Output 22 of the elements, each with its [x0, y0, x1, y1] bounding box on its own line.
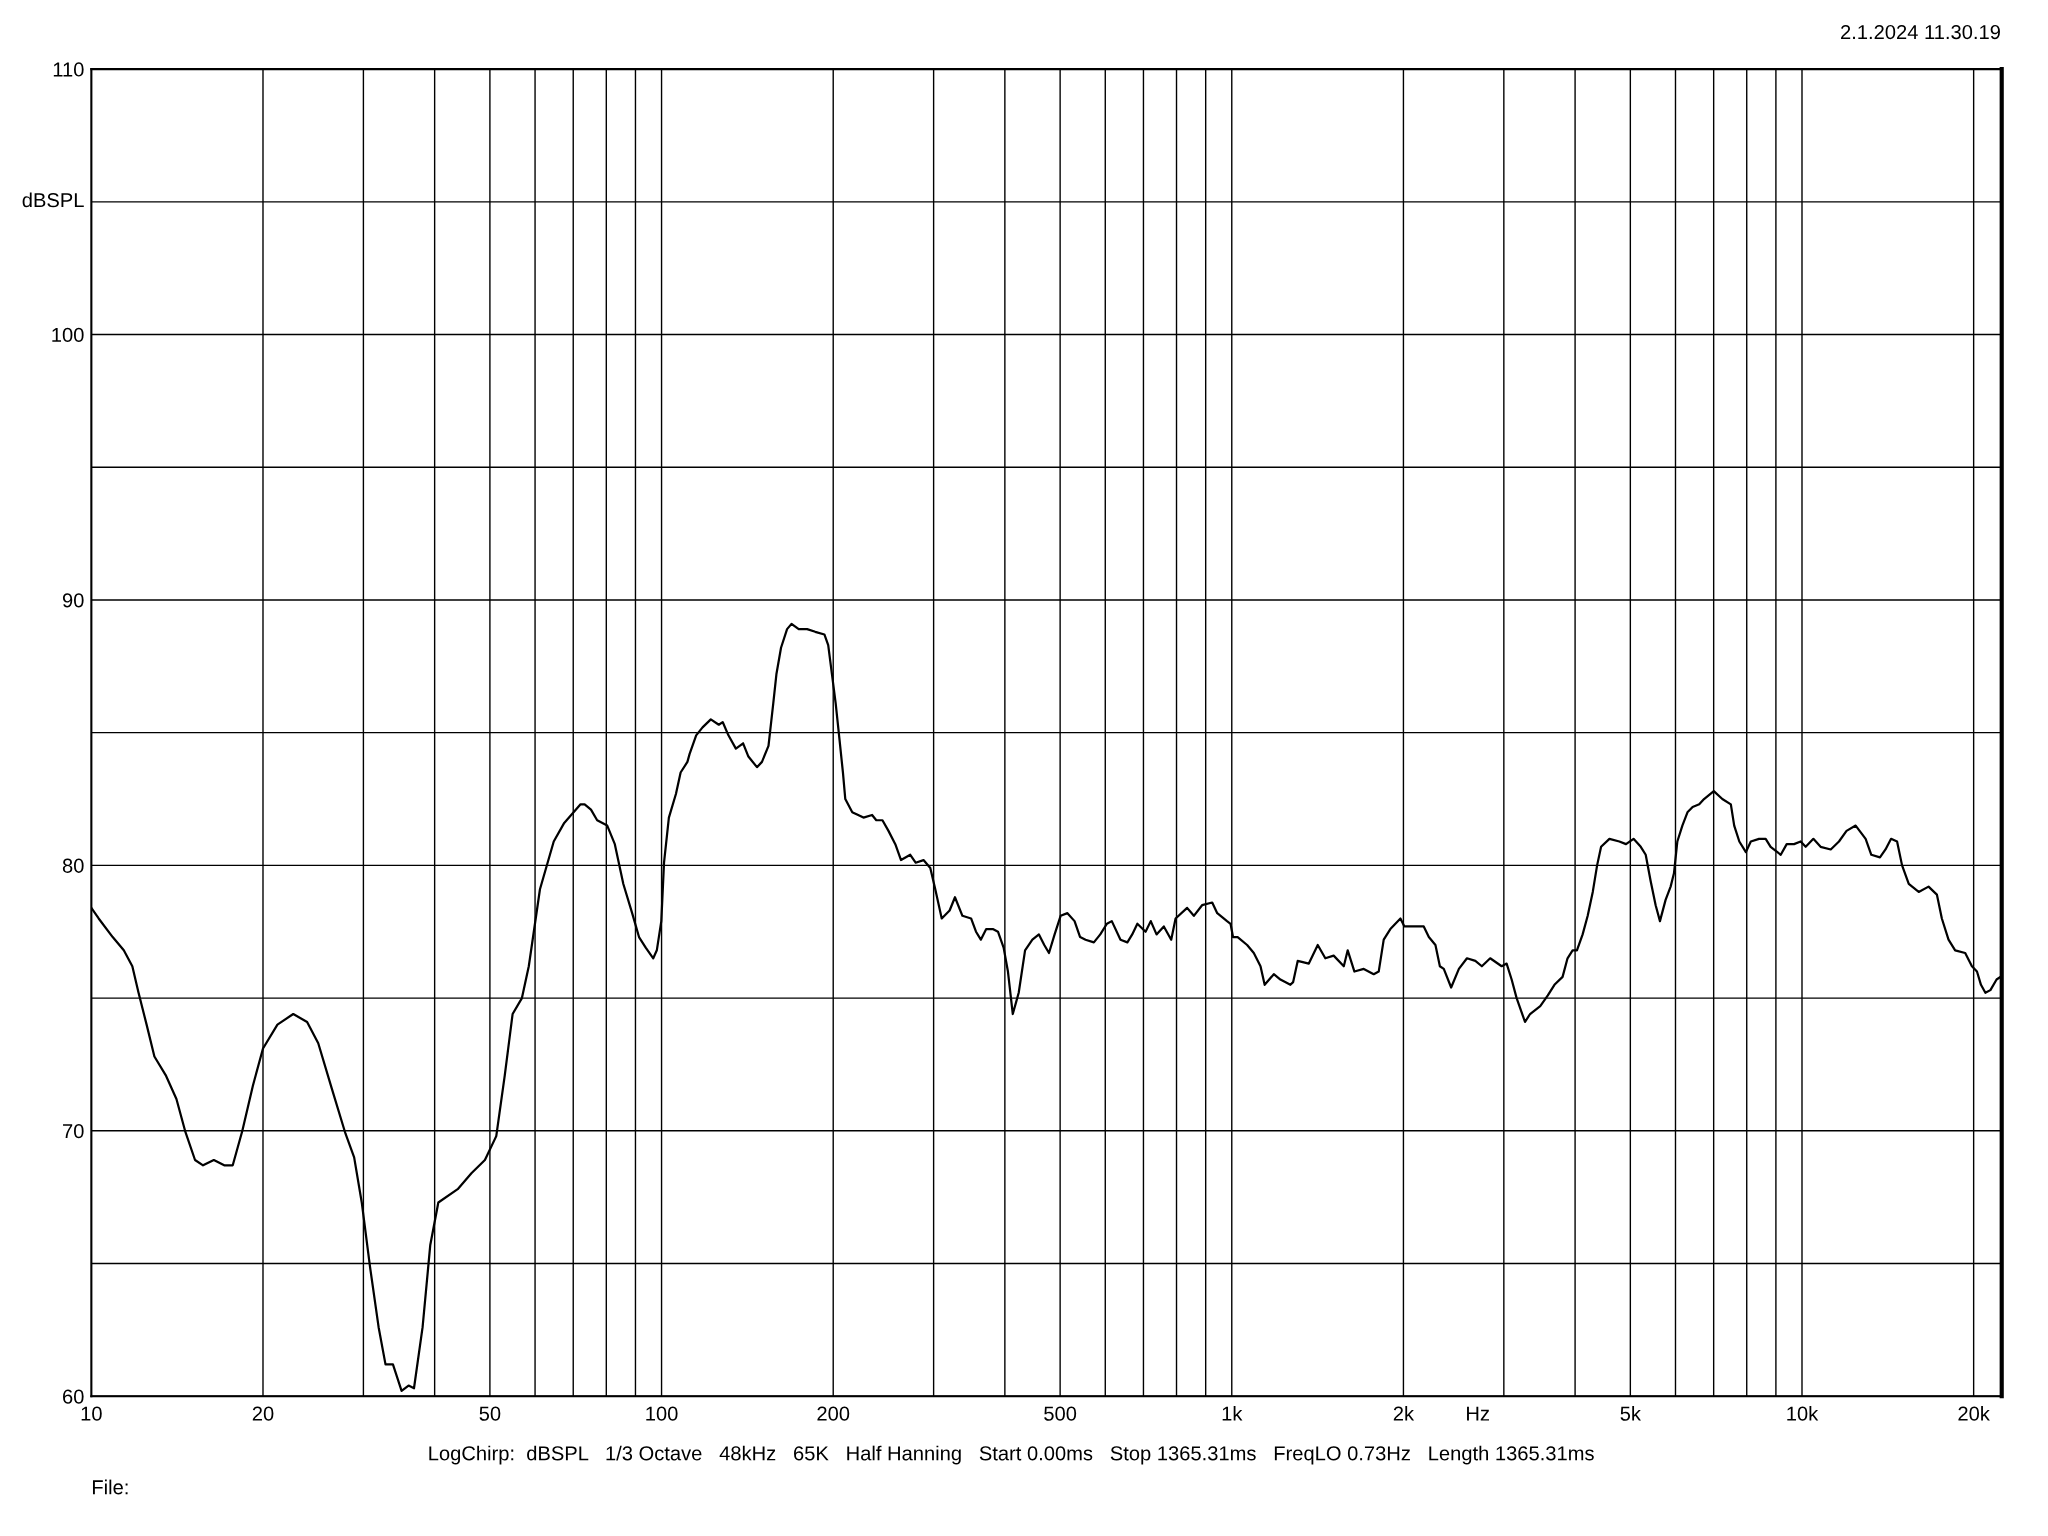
x-tick-label: 2k: [1393, 1405, 1415, 1421]
y-axis-title: dBSPL: [22, 192, 84, 208]
x-tick-label: 10: [81, 1406, 102, 1421]
x-tick-label: 1k: [1222, 1405, 1243, 1421]
text: LogChirp: dBSPL 1/3 Octave 48kHz 65K Half Hanning Start 0.00ms Stop 1365.31ms FreqLO 0.73Hz Length 1365.31ms: [429, 1445, 1594, 1465]
y-tick-label: 110: [53, 62, 84, 77]
y-tick-label: 100: [52, 327, 84, 343]
x-tick-label: 50: [479, 1406, 501, 1421]
x-axis-title: Hz: [1467, 1406, 1489, 1421]
x-tick-label: 20: [252, 1406, 274, 1421]
x-tick-label: 5k: [1620, 1405, 1642, 1421]
text: 2.1.2024 11.30.19: [1841, 24, 2000, 40]
x-tick-label: 200: [817, 1406, 850, 1421]
text: File:: [92, 1479, 128, 1495]
x-tick-label: 20k: [1958, 1405, 1990, 1421]
x-tick-label: 100: [646, 1406, 678, 1421]
y-tick-label: 60: [63, 1389, 84, 1404]
x-tick-label: 10k: [1787, 1405, 1819, 1421]
y-tick-label: 70: [63, 1124, 84, 1139]
x-tick-label: 500: [1044, 1406, 1077, 1421]
y-tick-label: 80: [62, 858, 84, 873]
y-tick-label: 90: [62, 593, 84, 608]
